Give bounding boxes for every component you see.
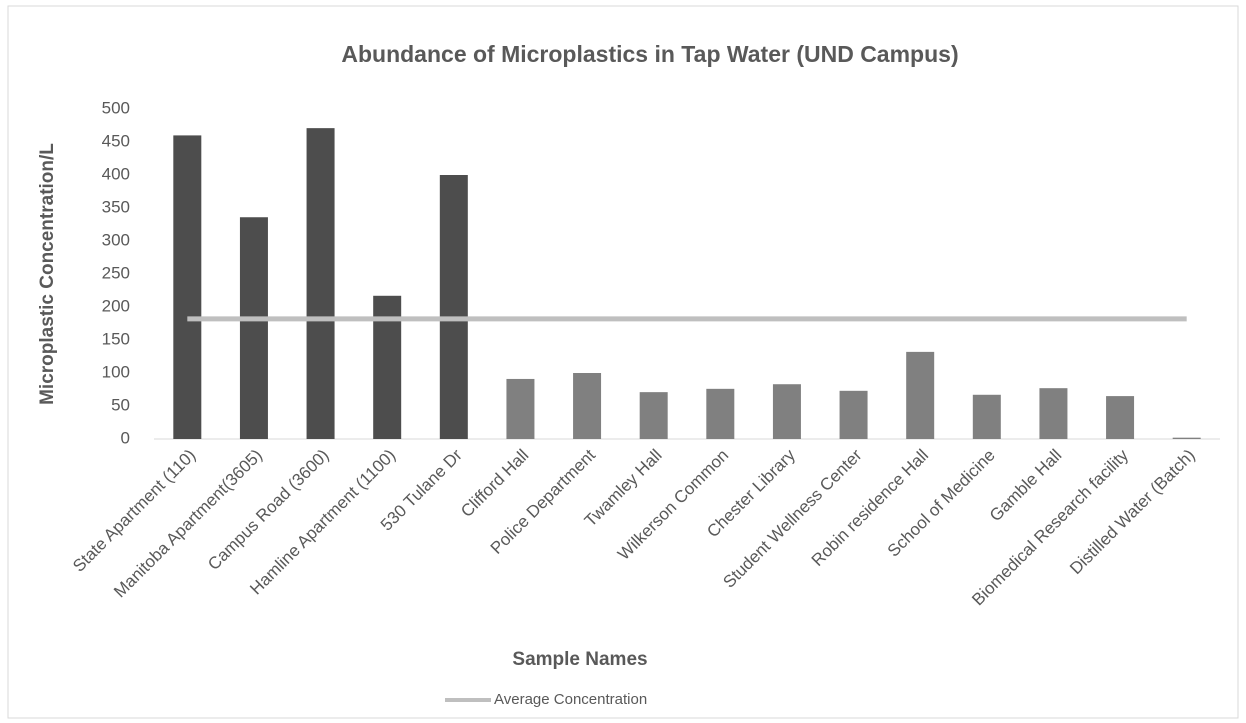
bar [573, 373, 602, 439]
bar [1106, 396, 1135, 439]
y-tick-label: 500 [102, 98, 130, 117]
bar [173, 135, 202, 439]
bar [772, 384, 801, 439]
bar [639, 392, 668, 439]
chart-border [7, 5, 1239, 719]
y-tick-label: 200 [102, 296, 130, 315]
bar [1039, 388, 1068, 439]
y-tick-label: 150 [102, 329, 130, 348]
legend-label: Average Concentration [494, 691, 647, 708]
y-tick-label: 400 [102, 164, 130, 183]
bar [506, 378, 535, 439]
y-tick-label: 300 [102, 230, 130, 249]
bar [439, 175, 468, 439]
bar [306, 128, 335, 439]
y-tick-label: 0 [121, 428, 130, 447]
y-tick-label: 350 [102, 197, 130, 216]
y-tick-label: 100 [102, 362, 130, 381]
y-tick-label: 50 [111, 395, 130, 414]
bar [1172, 437, 1201, 439]
bar [706, 388, 735, 439]
x-axis-label: Sample Names [512, 649, 647, 670]
bar [972, 394, 1001, 439]
bar [839, 390, 868, 439]
y-tick-label: 450 [102, 131, 130, 150]
y-axis-label: Microplastic Concentration/L [37, 143, 58, 405]
y-tick-label: 250 [102, 263, 130, 282]
bar [239, 217, 268, 439]
chart-title: Abundance of Microplastics in Tap Water … [341, 41, 958, 67]
bar [906, 351, 935, 439]
